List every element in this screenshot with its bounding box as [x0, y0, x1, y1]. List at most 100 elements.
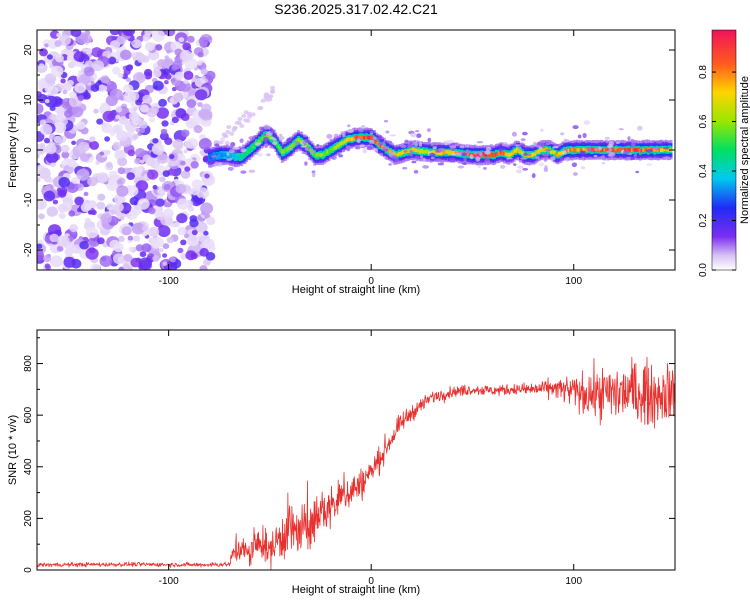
ridge-scatter — [359, 144, 365, 147]
noise-blob — [96, 172, 109, 183]
ridge-scatter — [304, 161, 308, 166]
noise-blob — [164, 137, 173, 145]
ridge-cell — [494, 152, 498, 156]
noise-blob — [184, 233, 190, 239]
ridge-cell — [567, 148, 571, 153]
noise-blob — [93, 108, 99, 114]
ridge-scatter — [573, 172, 578, 176]
ridge-scatter — [459, 145, 465, 149]
ridge-scatter — [550, 156, 556, 161]
noise-blob — [141, 225, 148, 232]
ridge-cell — [253, 143, 257, 147]
noise-blob — [192, 244, 201, 253]
ridge-cell — [229, 153, 232, 158]
ridge-scatter — [572, 125, 579, 130]
ridge-scatter — [447, 139, 454, 144]
noise-blob — [101, 122, 113, 134]
noise-blob — [104, 136, 110, 142]
noise-blob — [137, 55, 146, 63]
snr-ylabel: SNR (10 * v/v) — [7, 415, 19, 485]
noise-blob — [64, 248, 74, 256]
ridge-cell — [263, 134, 266, 139]
streak-blob — [231, 128, 237, 132]
noise-blob — [125, 77, 131, 82]
noise-blob — [152, 69, 162, 78]
noise-blob — [162, 253, 168, 258]
noise-blob — [92, 60, 104, 72]
noise-blob — [126, 172, 135, 181]
noise-blob — [71, 177, 80, 184]
ridge-cell — [574, 149, 577, 153]
ridge-cell — [651, 148, 655, 152]
ridge-scatter — [416, 133, 422, 138]
ridge-scatter — [571, 162, 578, 168]
ridge-scatter — [513, 163, 517, 166]
noise-blob — [205, 70, 216, 81]
ridge-cell — [371, 138, 375, 142]
noise-blob — [158, 98, 168, 107]
ridge-scatter — [240, 170, 247, 174]
noise-blob — [112, 125, 121, 134]
ridge-scatter — [408, 153, 414, 157]
ridge-cell — [489, 152, 493, 156]
ridge-scatter — [362, 148, 367, 154]
noise-blob — [131, 222, 145, 235]
noise-blob — [132, 107, 138, 112]
ridge-scatter — [607, 153, 613, 157]
ridge-scatter — [294, 140, 300, 146]
ridge-cell — [639, 149, 642, 153]
noise-blob — [89, 136, 96, 142]
noise-blob — [135, 99, 143, 106]
ridge-cell — [629, 148, 632, 152]
colorbar-tick-label: 0.8 — [698, 65, 709, 79]
noise-blob — [126, 185, 139, 197]
ridge-scatter — [630, 138, 635, 143]
ridge-scatter — [464, 145, 470, 148]
noise-blob — [199, 41, 208, 48]
ridge-cell — [248, 148, 252, 152]
ridge-cell — [658, 148, 662, 152]
noise-blob — [117, 72, 124, 79]
ridge-scatter — [622, 150, 630, 155]
noise-blob — [166, 49, 171, 54]
ridge-cell — [238, 155, 242, 159]
noise-blob — [162, 170, 170, 178]
noise-blob — [54, 40, 62, 47]
noise-blob — [151, 143, 165, 155]
ridge-scatter — [580, 166, 586, 170]
noise-blob — [77, 141, 90, 153]
ridge-scatter — [302, 140, 307, 145]
ridge-cell — [357, 136, 360, 140]
ridge-scatter — [372, 136, 377, 141]
ridge-cell — [276, 143, 279, 148]
ridge-cell — [514, 149, 517, 153]
ridge-cell — [415, 148, 419, 153]
noise-blob — [37, 243, 43, 249]
noise-blob — [39, 63, 45, 69]
ridge-scatter — [594, 140, 600, 144]
ridge-scatter — [501, 142, 509, 147]
ridge-scatter — [240, 148, 247, 153]
noise-blob — [46, 206, 58, 217]
ridge-cell — [395, 153, 399, 157]
ridge-cell — [373, 139, 376, 143]
noise-blob — [165, 73, 172, 80]
ridge-cell — [387, 149, 391, 153]
noise-blob — [44, 175, 52, 183]
noise-blob — [204, 173, 210, 179]
colorbar-tick-label: 0.0 — [698, 263, 709, 277]
noise-blob — [141, 243, 152, 253]
ridge-cell — [399, 151, 402, 156]
noise-blob — [130, 52, 137, 58]
snr-xlabel: Height of straight line (km) — [292, 584, 420, 596]
ridge-cell — [634, 148, 637, 152]
noise-blob — [66, 54, 74, 62]
noise-blob — [49, 233, 59, 243]
noise-blob — [131, 39, 142, 49]
ridge-cell — [438, 151, 441, 155]
noise-blob — [164, 80, 169, 85]
ridge-scatter — [663, 156, 671, 160]
ridge-cell — [559, 151, 563, 156]
noise-blob — [160, 128, 168, 135]
